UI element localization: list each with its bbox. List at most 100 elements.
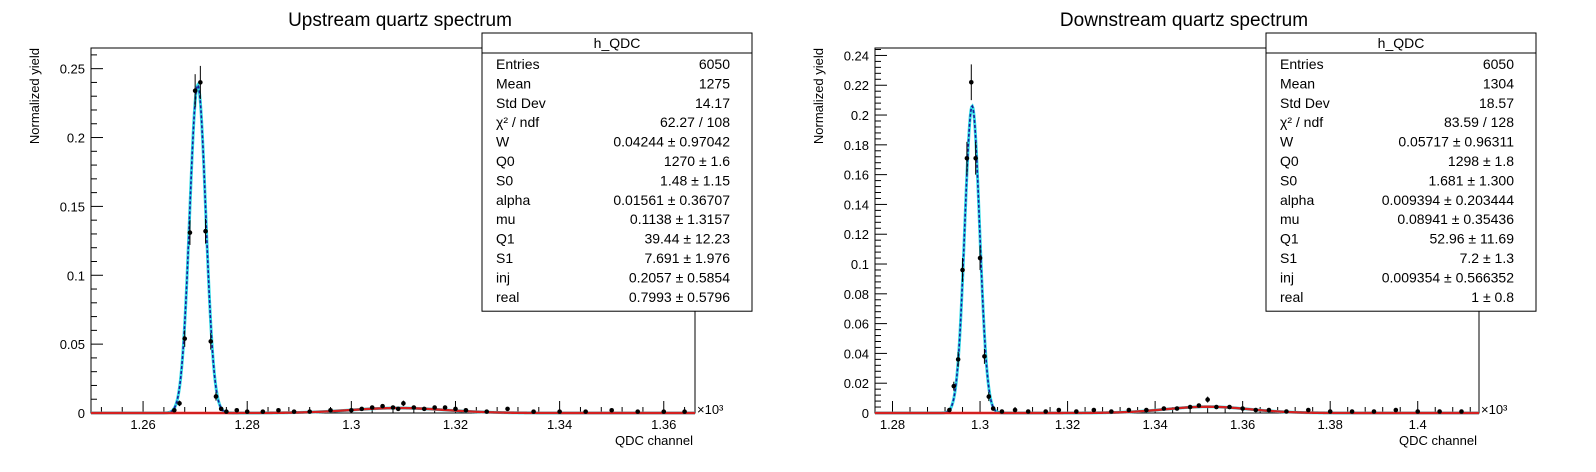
stats-key: real [1280, 289, 1303, 305]
data-point [203, 228, 208, 234]
data-point [1349, 409, 1355, 414]
data-point [359, 406, 365, 412]
stats-key: Entries [496, 56, 540, 72]
data-point [1109, 409, 1114, 414]
stats-value: 1275 [699, 75, 730, 91]
stats-key: alpha [1280, 192, 1314, 208]
data-point [307, 409, 312, 414]
y-tick-label: 0 [862, 406, 869, 421]
data-point [192, 88, 198, 93]
x-tick-label: 1.3 [342, 417, 360, 432]
y-tick-label: 0.2 [851, 108, 869, 123]
data-point [276, 407, 281, 413]
stats-key: mu [496, 211, 515, 227]
y-axis-label: Normalized yield [27, 48, 42, 144]
data-point [182, 336, 188, 341]
stats-value: 1304 [1483, 75, 1514, 91]
stats-key: real [496, 289, 519, 305]
upstream-panel: Upstream quartz spectrum00.050.10.150.20… [27, 10, 753, 448]
data-point [947, 407, 952, 413]
stats-key: S1 [1280, 250, 1297, 266]
y-tick-label: 0.06 [844, 317, 869, 332]
stats-key: Std Dev [496, 95, 546, 111]
data-point [1196, 403, 1202, 408]
stats-value: 0.7993 ± 0.5796 [629, 289, 730, 305]
x-axis-label: QDC channel [615, 433, 693, 448]
y-tick-label: 0.08 [844, 287, 869, 302]
data-point [951, 383, 957, 389]
data-point [1240, 406, 1245, 411]
y-tick-label: 0.22 [844, 78, 869, 93]
stats-value: 0.2057 ± 0.5854 [629, 269, 730, 285]
data-point [213, 394, 219, 399]
stats-value: 18.57 [1479, 95, 1514, 111]
y-tick-label: 0.15 [60, 199, 85, 214]
stats-key: Q0 [496, 153, 515, 169]
y-tick-label: 0.18 [844, 138, 869, 153]
data-point [291, 409, 297, 414]
data-point [390, 405, 396, 410]
data-point [369, 405, 375, 410]
data-point [1327, 409, 1333, 414]
data-point [1253, 407, 1259, 413]
data-point [964, 155, 970, 161]
data-point [442, 405, 448, 410]
data-point [960, 267, 965, 273]
stats-value: 83.59 / 128 [1444, 114, 1514, 130]
data-point [661, 409, 667, 414]
y-axis-label: Normalized yield [811, 48, 826, 144]
stats-key: inj [1280, 269, 1294, 285]
stats-key: S0 [496, 172, 513, 188]
data-point [1459, 409, 1464, 414]
chart-title: Downstream quartz spectrum [1060, 10, 1308, 31]
data-point [380, 403, 385, 409]
stats-key: Std Dev [1280, 95, 1330, 111]
x-tick-label: 1.4 [1409, 417, 1427, 432]
stats-box [1265, 32, 1537, 312]
stats-value: 14.17 [695, 95, 730, 111]
stats-value: 7.691 ± 1.976 [644, 250, 730, 266]
data-point [1174, 406, 1180, 411]
stats-value: 0.1138 ± 1.3157 [630, 211, 730, 227]
y-tick-label: 0 [78, 406, 85, 421]
stats-value: 0.04244 ± 0.97042 [613, 134, 730, 150]
y-tick-label: 0.1 [67, 268, 85, 283]
stats-value: 62.27 / 108 [660, 114, 730, 130]
data-point [260, 409, 266, 414]
stats-key: inj [496, 269, 510, 285]
data-point [234, 407, 240, 413]
stats-key: Q0 [1280, 153, 1299, 169]
data-point [1371, 409, 1377, 414]
data-point [557, 409, 562, 414]
x-axis-label: QDC channel [1399, 433, 1477, 448]
x-tick-label: 1.28 [235, 417, 260, 432]
data-point [1306, 407, 1311, 413]
data-point [986, 394, 992, 399]
stats-key: χ² / ndf [496, 114, 539, 130]
y-tick-label: 0.12 [844, 227, 869, 242]
x-tick-label: 1.3 [971, 417, 989, 432]
x-tick-label: 1.36 [1230, 417, 1255, 432]
x-tick-label: 1.32 [1055, 417, 1080, 432]
stats-value: 39.44 ± 12.23 [644, 231, 730, 247]
stats-value: 0.01561 ± 0.36707 [613, 192, 730, 208]
data-point [1012, 407, 1018, 413]
stats-value: 0.009394 ± 0.203444 [1382, 192, 1514, 208]
data-point [349, 407, 354, 413]
stats-key: W [1280, 134, 1294, 150]
stats-value: 1.681 ± 1.300 [1428, 172, 1514, 188]
stats-key: Mean [496, 75, 531, 91]
stats-value: 0.05717 ± 0.96311 [1398, 134, 1514, 150]
stats-value: 6050 [699, 56, 730, 72]
data-point [505, 406, 510, 412]
x-tick-label: 1.38 [1318, 417, 1343, 432]
data-point [1144, 407, 1149, 413]
x-multiplier-label: ×10³ [1481, 402, 1508, 417]
data-point [1393, 407, 1399, 413]
data-point [401, 401, 406, 406]
y-tick-label: 0.25 [60, 62, 85, 77]
stats-key: χ² / ndf [1280, 114, 1323, 130]
y-tick-label: 0.2 [67, 131, 85, 146]
data-point [531, 409, 536, 414]
